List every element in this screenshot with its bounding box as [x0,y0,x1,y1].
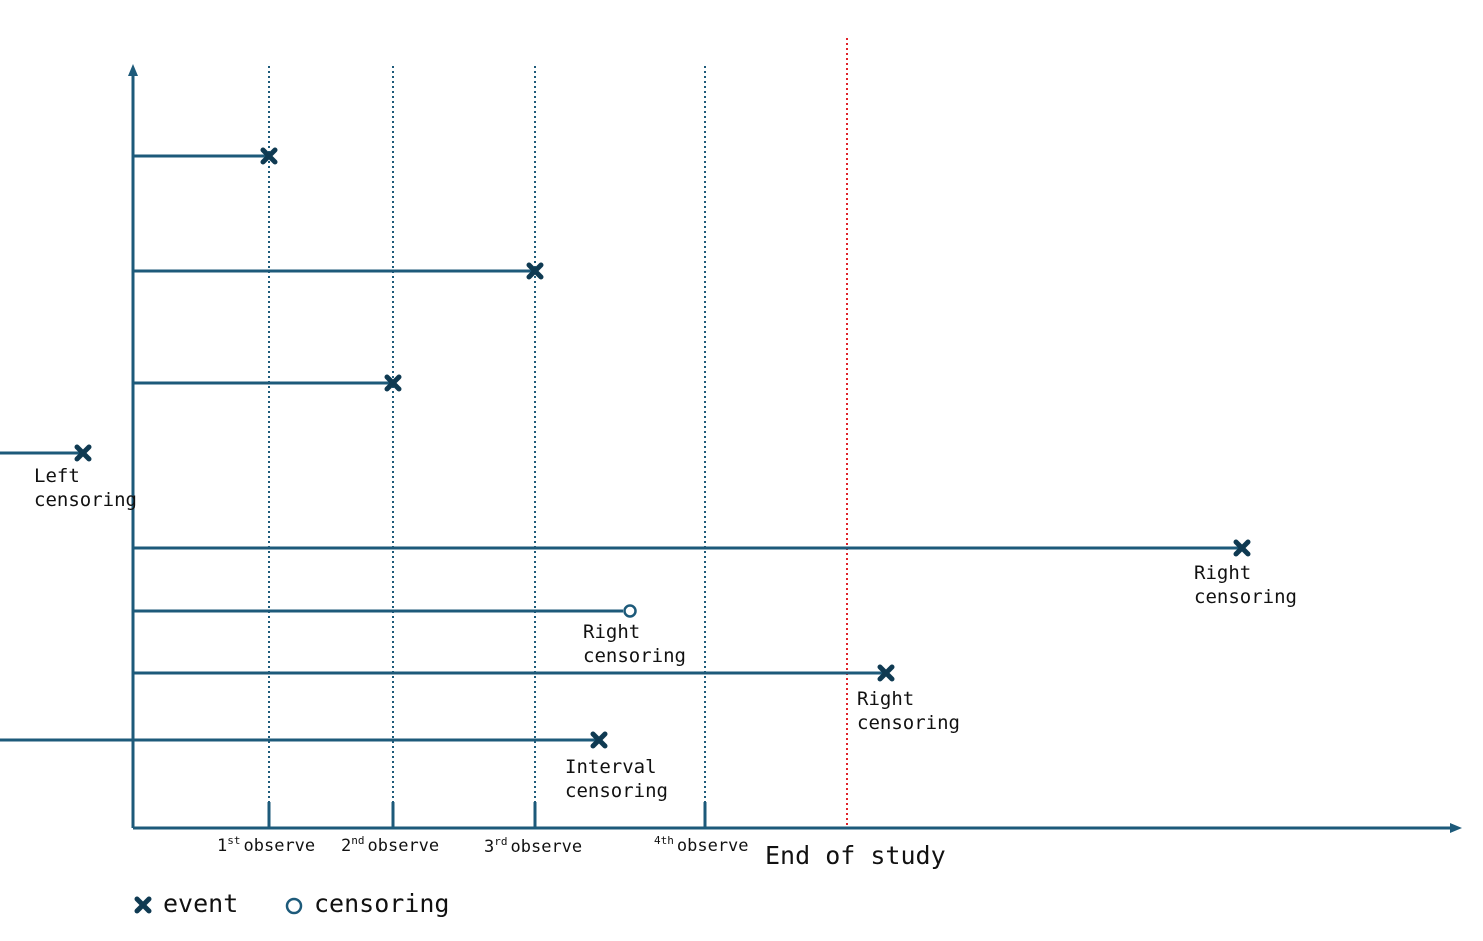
note-right-censoring-far: Right censoring [1194,562,1297,608]
x-axis-arrow [1450,823,1462,833]
observation-lines [268,66,706,828]
subject-lines [0,154,1242,742]
obs-label-4: 4th observe [654,834,749,856]
obs-label-2: 2nd observe [341,834,439,856]
subject-markers [77,150,1248,746]
legend-censoring-label: censoring [314,889,449,918]
axes [128,64,1462,833]
legend: event censoring [137,889,449,918]
note-right-censoring-near: Right censoring [857,688,960,734]
observation-labels: 1st observe 2nd observe 3rd observe 4th obse… [217,834,749,857]
censoring-notes: Left censoring Right censoring Right cen… [34,465,1297,802]
obs-label-3: 3rd observe [484,835,582,857]
note-interval-censoring: Interval censoring [565,756,668,802]
y-axis-arrow [128,64,138,76]
note-left-censoring: Left censoring [34,465,137,511]
end-of-study-label: End of study [765,841,946,870]
censoring-marker-icon [623,604,637,618]
note-right-censoring-circle: Right censoring [583,621,686,667]
legend-event-label: event [163,889,238,918]
observation-ticks [267,802,707,828]
open-circle-icon [285,897,303,915]
obs-label-1: 1st observe [217,834,315,856]
x-marker-icon [137,899,149,911]
